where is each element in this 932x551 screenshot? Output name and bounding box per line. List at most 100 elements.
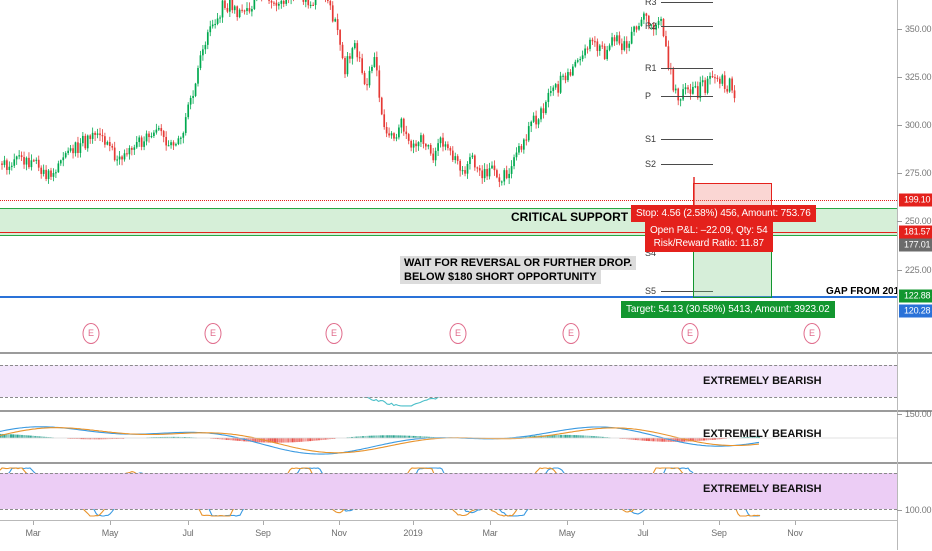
pivot-label-s1: S1 <box>645 134 657 144</box>
pivot-label-p: P <box>645 91 652 101</box>
stochastic-pane[interactable]: EXTREMELY BEARISH <box>0 464 897 520</box>
price-axis-tick <box>897 28 902 30</box>
time-axis-label: Mar <box>25 528 41 538</box>
time-axis-tick <box>188 521 189 525</box>
time-axis-tick <box>490 521 491 525</box>
time-axis-tick <box>413 521 414 525</box>
entry-solid-line <box>0 232 897 233</box>
pivot-line-s5 <box>661 291 713 292</box>
price-tag-entry-line[interactable]: 181.57 <box>899 225 932 239</box>
price-axis-line <box>897 0 898 520</box>
price-axis-tick <box>897 414 902 416</box>
time-axis-label: 2019 <box>403 528 423 538</box>
pivot-line-p <box>661 96 713 97</box>
rsi-status-label: EXTREMELY BEARISH <box>703 375 822 387</box>
price-tag-last-price[interactable]: 177.01 <box>899 238 932 252</box>
earnings-marker-icon[interactable]: E <box>803 323 821 344</box>
time-axis-tick <box>263 521 264 525</box>
position-pnl-line-2: Risk/Reward Ratio: 11.87 <box>653 238 764 249</box>
price-axis-tick-label: 150.00 <box>905 409 932 420</box>
pane-separator-2[interactable] <box>0 410 932 412</box>
position-target-readout: Target: 54.13 (30.58%) 5413, Amount: 392… <box>621 301 835 318</box>
pivot-line-r2 <box>661 26 713 27</box>
pivot-line-s2 <box>661 164 713 165</box>
rsi-upper-dashed-line <box>0 365 897 366</box>
critical-support-label: CRITICAL SUPPORT <box>511 210 629 224</box>
gap-from-2017-label: GAP FROM 2017 <box>826 286 897 297</box>
pivot-label-r1: R1 <box>645 63 657 73</box>
position-stop-readout: Stop: 4.56 (2.58%) 456, Amount: 753.76 <box>631 205 816 222</box>
time-axis-label: Sep <box>711 528 727 538</box>
time-axis-label: Nov <box>331 528 347 538</box>
price-tag-stop-line[interactable]: 199.10 <box>899 193 932 207</box>
price-axis-tick-label: 250.00 <box>905 216 932 227</box>
price-axis-tick-label: 225.00 <box>905 264 932 275</box>
gap-blue-line <box>0 296 897 298</box>
time-axis-label: May <box>558 528 576 538</box>
pivot-line-s1 <box>661 139 713 140</box>
earnings-marker-icon[interactable]: E <box>449 323 467 344</box>
earnings-marker-icon[interactable]: E <box>82 323 100 344</box>
wait-note-line-2: BELOW $180 SHORT OPPORTUNITY <box>400 270 601 284</box>
price-axis-tick-label: 275.00 <box>905 168 932 179</box>
candlestick-series <box>1 0 736 216</box>
stochastic-band <box>0 473 897 509</box>
price-axis-tick <box>897 125 902 127</box>
price-axis-tick-label: 325.00 <box>905 72 932 83</box>
earnings-marker-icon[interactable]: E <box>325 323 343 344</box>
price-axis[interactable]: 350.00 325.00 300.00 275.00 250.00 225.00 150.… <box>897 0 932 520</box>
time-axis-tick <box>719 521 720 525</box>
time-axis-label: Jul <box>637 528 649 538</box>
rsi-lower-dashed-line <box>0 397 897 398</box>
price-axis-tick <box>897 77 902 79</box>
price-axis-tick <box>897 221 902 223</box>
macd-status-label: EXTREMELY BEARISH <box>703 428 822 440</box>
time-axis-tick <box>795 521 796 525</box>
pivot-label-s4: S4 <box>645 248 657 258</box>
pivot-line-r1 <box>661 68 713 69</box>
time-axis-tick <box>643 521 644 525</box>
price-pane[interactable]: R3 R2 R1 P S1 S2 S4 S5 CRITICAL SUPPORT WAIT FO… <box>0 0 897 318</box>
price-axis-tick-label: 300.00 <box>905 120 932 131</box>
pane-separator-3[interactable] <box>0 462 932 464</box>
stochastic-lower-dashed-line <box>0 509 897 510</box>
stop-dotted-line <box>0 200 897 201</box>
pivot-label-r2: R2 <box>645 21 657 31</box>
rsi-pane[interactable]: EXTREMELY BEARISH <box>0 354 897 410</box>
price-axis-tick-label: 350.00 <box>905 23 932 34</box>
time-axis-label: May <box>101 528 119 538</box>
price-axis-tick <box>897 269 902 271</box>
price-axis-tick <box>897 173 902 175</box>
time-axis-label: Sep <box>255 528 271 538</box>
time-axis-tick <box>339 521 340 525</box>
position-pnl-line-1: Open P&L: –22.09, Qty: 54 <box>650 225 768 236</box>
stochastic-status-label: EXTREMELY BEARISH <box>703 483 822 495</box>
time-axis-tick <box>567 521 568 525</box>
wait-note-line-1: WAIT FOR REVERSAL OR FURTHER DROP. <box>400 256 637 270</box>
pivot-label-s2: S2 <box>645 159 657 169</box>
price-tag-gap-line[interactable]: 120.28 <box>899 304 932 318</box>
pivot-label-s5: S5 <box>645 286 657 296</box>
price-axis-tick-label: 100.00 <box>905 505 932 516</box>
earnings-marker-icon[interactable]: E <box>681 323 699 344</box>
earnings-marker-icon[interactable]: E <box>562 323 580 344</box>
pivot-label-r3: R3 <box>645 0 657 7</box>
axis-corner <box>897 520 932 550</box>
time-axis-tick <box>110 521 111 525</box>
position-pnl-readout: Open P&L: –22.09, Qty: 54 Risk/Reward Ra… <box>645 222 773 252</box>
price-axis-tick <box>897 510 902 512</box>
time-axis-label: Jul <box>182 528 194 538</box>
earnings-marker-icon[interactable]: E <box>204 323 222 344</box>
pane-separator-1[interactable] <box>0 352 932 354</box>
macd-series <box>0 426 897 455</box>
stochastic-upper-dashed-line <box>0 473 897 474</box>
time-axis-label: Nov <box>787 528 803 538</box>
time-axis-tick <box>33 521 34 525</box>
macd-pane[interactable]: EXTREMELY BEARISH <box>0 412 897 462</box>
time-axis-label: Mar <box>482 528 498 538</box>
rsi-band <box>0 365 897 397</box>
price-tag-target-line[interactable]: 122.88 <box>899 289 932 303</box>
time-axis[interactable]: Mar May Jul Sep Nov 2019 Mar May Jul Sep Nov <box>0 520 932 551</box>
